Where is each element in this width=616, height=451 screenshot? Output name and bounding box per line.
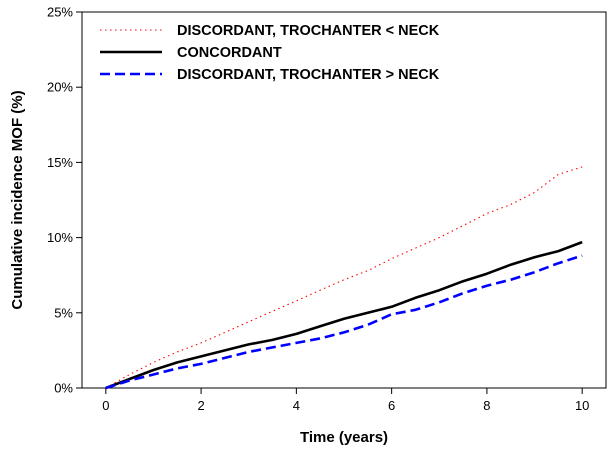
- series-line: [105, 254, 583, 390]
- y-tick-label: 10%: [47, 230, 73, 245]
- y-tick-label: 5%: [54, 305, 73, 320]
- series-layer: [105, 166, 583, 390]
- x-axis-title: Time (years): [300, 429, 388, 446]
- y-axis-title: Cumulative incidence MOF (%): [9, 90, 26, 309]
- y-tick-label: 25%: [47, 5, 73, 20]
- y-tick-label: 20%: [47, 80, 73, 95]
- legend-label: DISCORDANT, TROCHANTER > NECK: [177, 67, 440, 83]
- legend: DISCORDANT, TROCHANTER < NECK CONCORDANT D…: [100, 23, 440, 83]
- x-tick-label: 10: [575, 398, 589, 413]
- series-line: [105, 166, 583, 389]
- y-axis: 0% 5% 10% 15% 20% 25%: [47, 5, 82, 396]
- x-tick-label: 6: [388, 398, 395, 413]
- x-tick-label: 0: [102, 398, 109, 413]
- y-tick-label: 15%: [47, 155, 73, 170]
- y-tick-label: 0%: [54, 381, 73, 396]
- x-tick-label: 4: [293, 398, 300, 413]
- plot-area: [81, 11, 607, 389]
- legend-label: DISCORDANT, TROCHANTER < NECK: [177, 23, 440, 39]
- series-line: [105, 240, 583, 390]
- x-tick-label: 8: [483, 398, 490, 413]
- x-tick-label: 2: [197, 398, 204, 413]
- legend-label: CONCORDANT: [177, 45, 282, 61]
- x-axis: 0 2 4 6 8 10: [102, 388, 589, 413]
- plot-border: [81, 11, 607, 389]
